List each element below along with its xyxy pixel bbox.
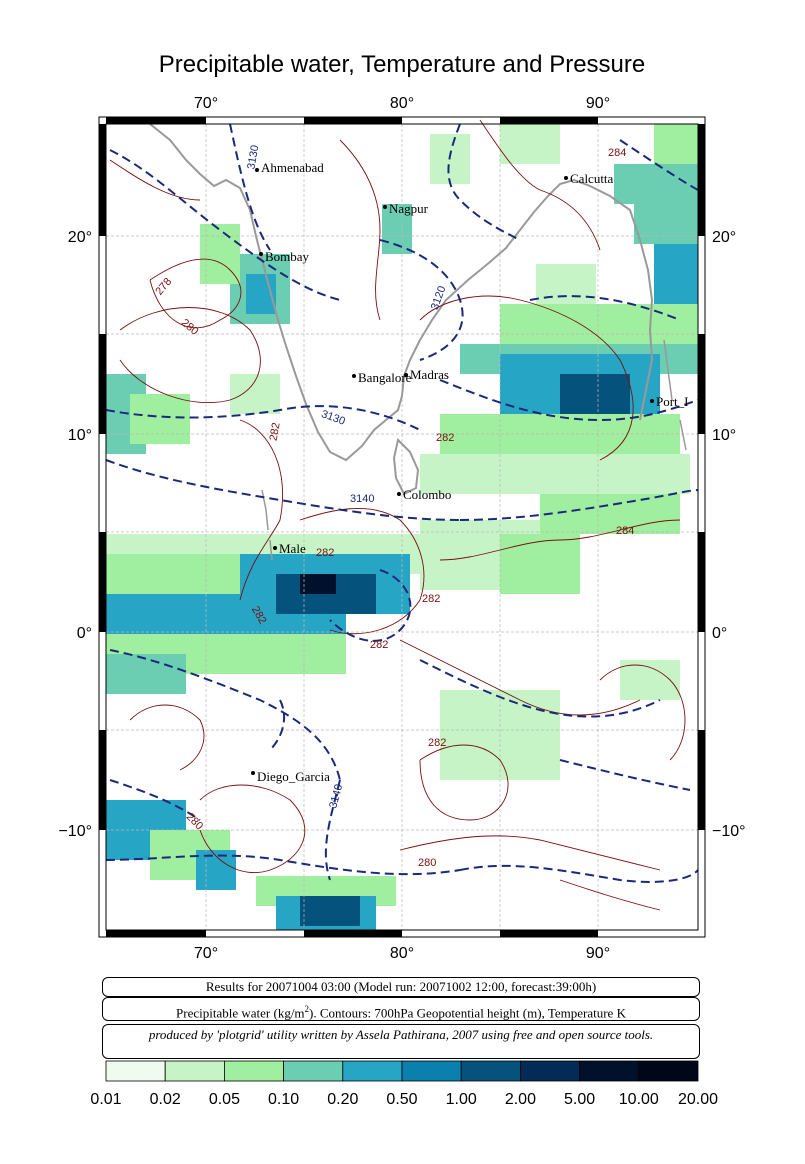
height-label: 3140 (350, 493, 374, 505)
results-text: Results for 20071004 03:00 (Model run: 2… (205, 979, 597, 994)
lat-tick-label: 10° (712, 427, 736, 444)
city-dot (251, 771, 255, 775)
colorbar-swatch (223, 1060, 284, 1082)
lon-tick-label: 90° (586, 95, 610, 112)
city-label: Madras (410, 367, 449, 382)
lat-tick-label: −10° (58, 823, 92, 840)
city-dot (564, 176, 568, 180)
city-label: Male (279, 541, 306, 556)
city-label: Nagpur (389, 201, 429, 216)
andaman-islands (663, 339, 687, 451)
colorbar-swatch (105, 1060, 166, 1082)
colorbar-labels: 0.01 0.02 0.05 0.10 0.20 0.50 1.00 2.00 5.00 10.0… (90, 1091, 718, 1108)
colorbar-label: 0.05 (209, 1091, 240, 1108)
temp-label: 282 (422, 593, 440, 605)
city-markers: Ahmenabad Nagpur Calcutta Bombay Bangalo… (251, 160, 689, 784)
colorbar-swatch (460, 1060, 521, 1082)
description-caption: Precipitable water (kg/m2). Contours: 70… (102, 997, 700, 1021)
colorbar-label: 0.50 (386, 1091, 417, 1108)
colorbar-swatch (283, 1060, 344, 1082)
colorbar-label: 10.00 (619, 1091, 659, 1108)
colorbar-swatch (342, 1060, 403, 1082)
colorbar-swatch (164, 1060, 225, 1082)
frame-checker (99, 117, 705, 937)
city-dot (273, 546, 277, 550)
city-dot (352, 374, 356, 378)
sri-lanka-coast (392, 438, 420, 496)
axis-labels: 70° 80° 90° 70° 80° 90° 20° 10° 0° −10° … (58, 95, 745, 962)
lat-tick-label: −10° (712, 823, 746, 840)
city-dot (397, 492, 401, 496)
lon-tick-label: 70° (194, 95, 218, 112)
colorbar-swatch (638, 1060, 699, 1082)
colorbar-label: 1.00 (446, 1091, 477, 1108)
colorbar-swatch (520, 1060, 581, 1082)
city-label: Bangalore (358, 370, 412, 385)
city-label: Ahmenabad (261, 160, 324, 175)
temp-label: 282 (436, 432, 454, 444)
map-title: Precipitable water, Temperature and Pres… (159, 51, 645, 78)
city-dot (650, 399, 654, 403)
colorbar-label: 0.10 (268, 1091, 299, 1108)
graticule (106, 124, 698, 930)
temp-label: 284 (608, 147, 626, 159)
temp-label: 282 (316, 547, 334, 559)
results-caption: Results for 20071004 03:00 (Model run: 2… (102, 977, 700, 997)
lat-tick-label: 0° (712, 625, 727, 642)
coastline (149, 123, 654, 462)
credit-caption: produced by 'plotgrid' utility written b… (102, 1024, 700, 1059)
height-contours (105, 123, 699, 883)
description-sup: 2 (304, 1004, 310, 1014)
city-dot (383, 205, 387, 209)
city-dot (255, 168, 259, 172)
temp-label: 282 (370, 639, 388, 651)
temp-label: 282 (268, 422, 283, 442)
colorbar-label: 0.20 (327, 1091, 358, 1108)
city-label: Port_I (656, 394, 689, 409)
lon-tick-label: 80° (390, 945, 414, 962)
lat-tick-label: 0° (77, 625, 92, 642)
height-label: 3130 (245, 144, 261, 170)
lon-tick-label: 90° (586, 945, 610, 962)
colorbar-swatch (579, 1060, 640, 1082)
city-label: Calcutta (570, 171, 614, 186)
lon-tick-label: 70° (194, 945, 218, 962)
description-pre: Precipitable water (kg/m (176, 1005, 305, 1021)
city-dot (259, 252, 263, 256)
city-dot (404, 373, 408, 377)
colorbar-label: 0.01 (90, 1091, 121, 1108)
lat-tick-label: 10° (68, 427, 92, 444)
temp-label: 280 (418, 857, 436, 869)
lon-tick-label: 80° (390, 95, 414, 112)
city-label: Colombo (403, 487, 451, 502)
map-frame: 3130 3120 3130 3140 3140 278 280 282 282… (58, 95, 745, 962)
temp-label: 284 (616, 525, 634, 537)
colorbar-label: 20.00 (678, 1091, 718, 1108)
colorbar-label: 5.00 (564, 1091, 595, 1108)
lat-tick-label: 20° (712, 229, 736, 246)
precip-water-cells (106, 124, 698, 930)
temperature-contours (109, 119, 686, 911)
colorbar-swatch (401, 1060, 462, 1082)
description-post: ). Contours: 700hPa Geopotential height … (309, 1005, 626, 1021)
city-label: Bombay (265, 249, 310, 264)
credit-text: produced by 'plotgrid' utility written b… (148, 1027, 654, 1042)
colorbar (105, 1060, 699, 1082)
colorbar-label: 0.02 (150, 1091, 181, 1108)
lat-tick-label: 20° (68, 229, 92, 246)
city-label: Diego_Garcia (257, 769, 330, 784)
colorbar-label: 2.00 (505, 1091, 536, 1108)
temp-label: 282 (428, 737, 446, 749)
